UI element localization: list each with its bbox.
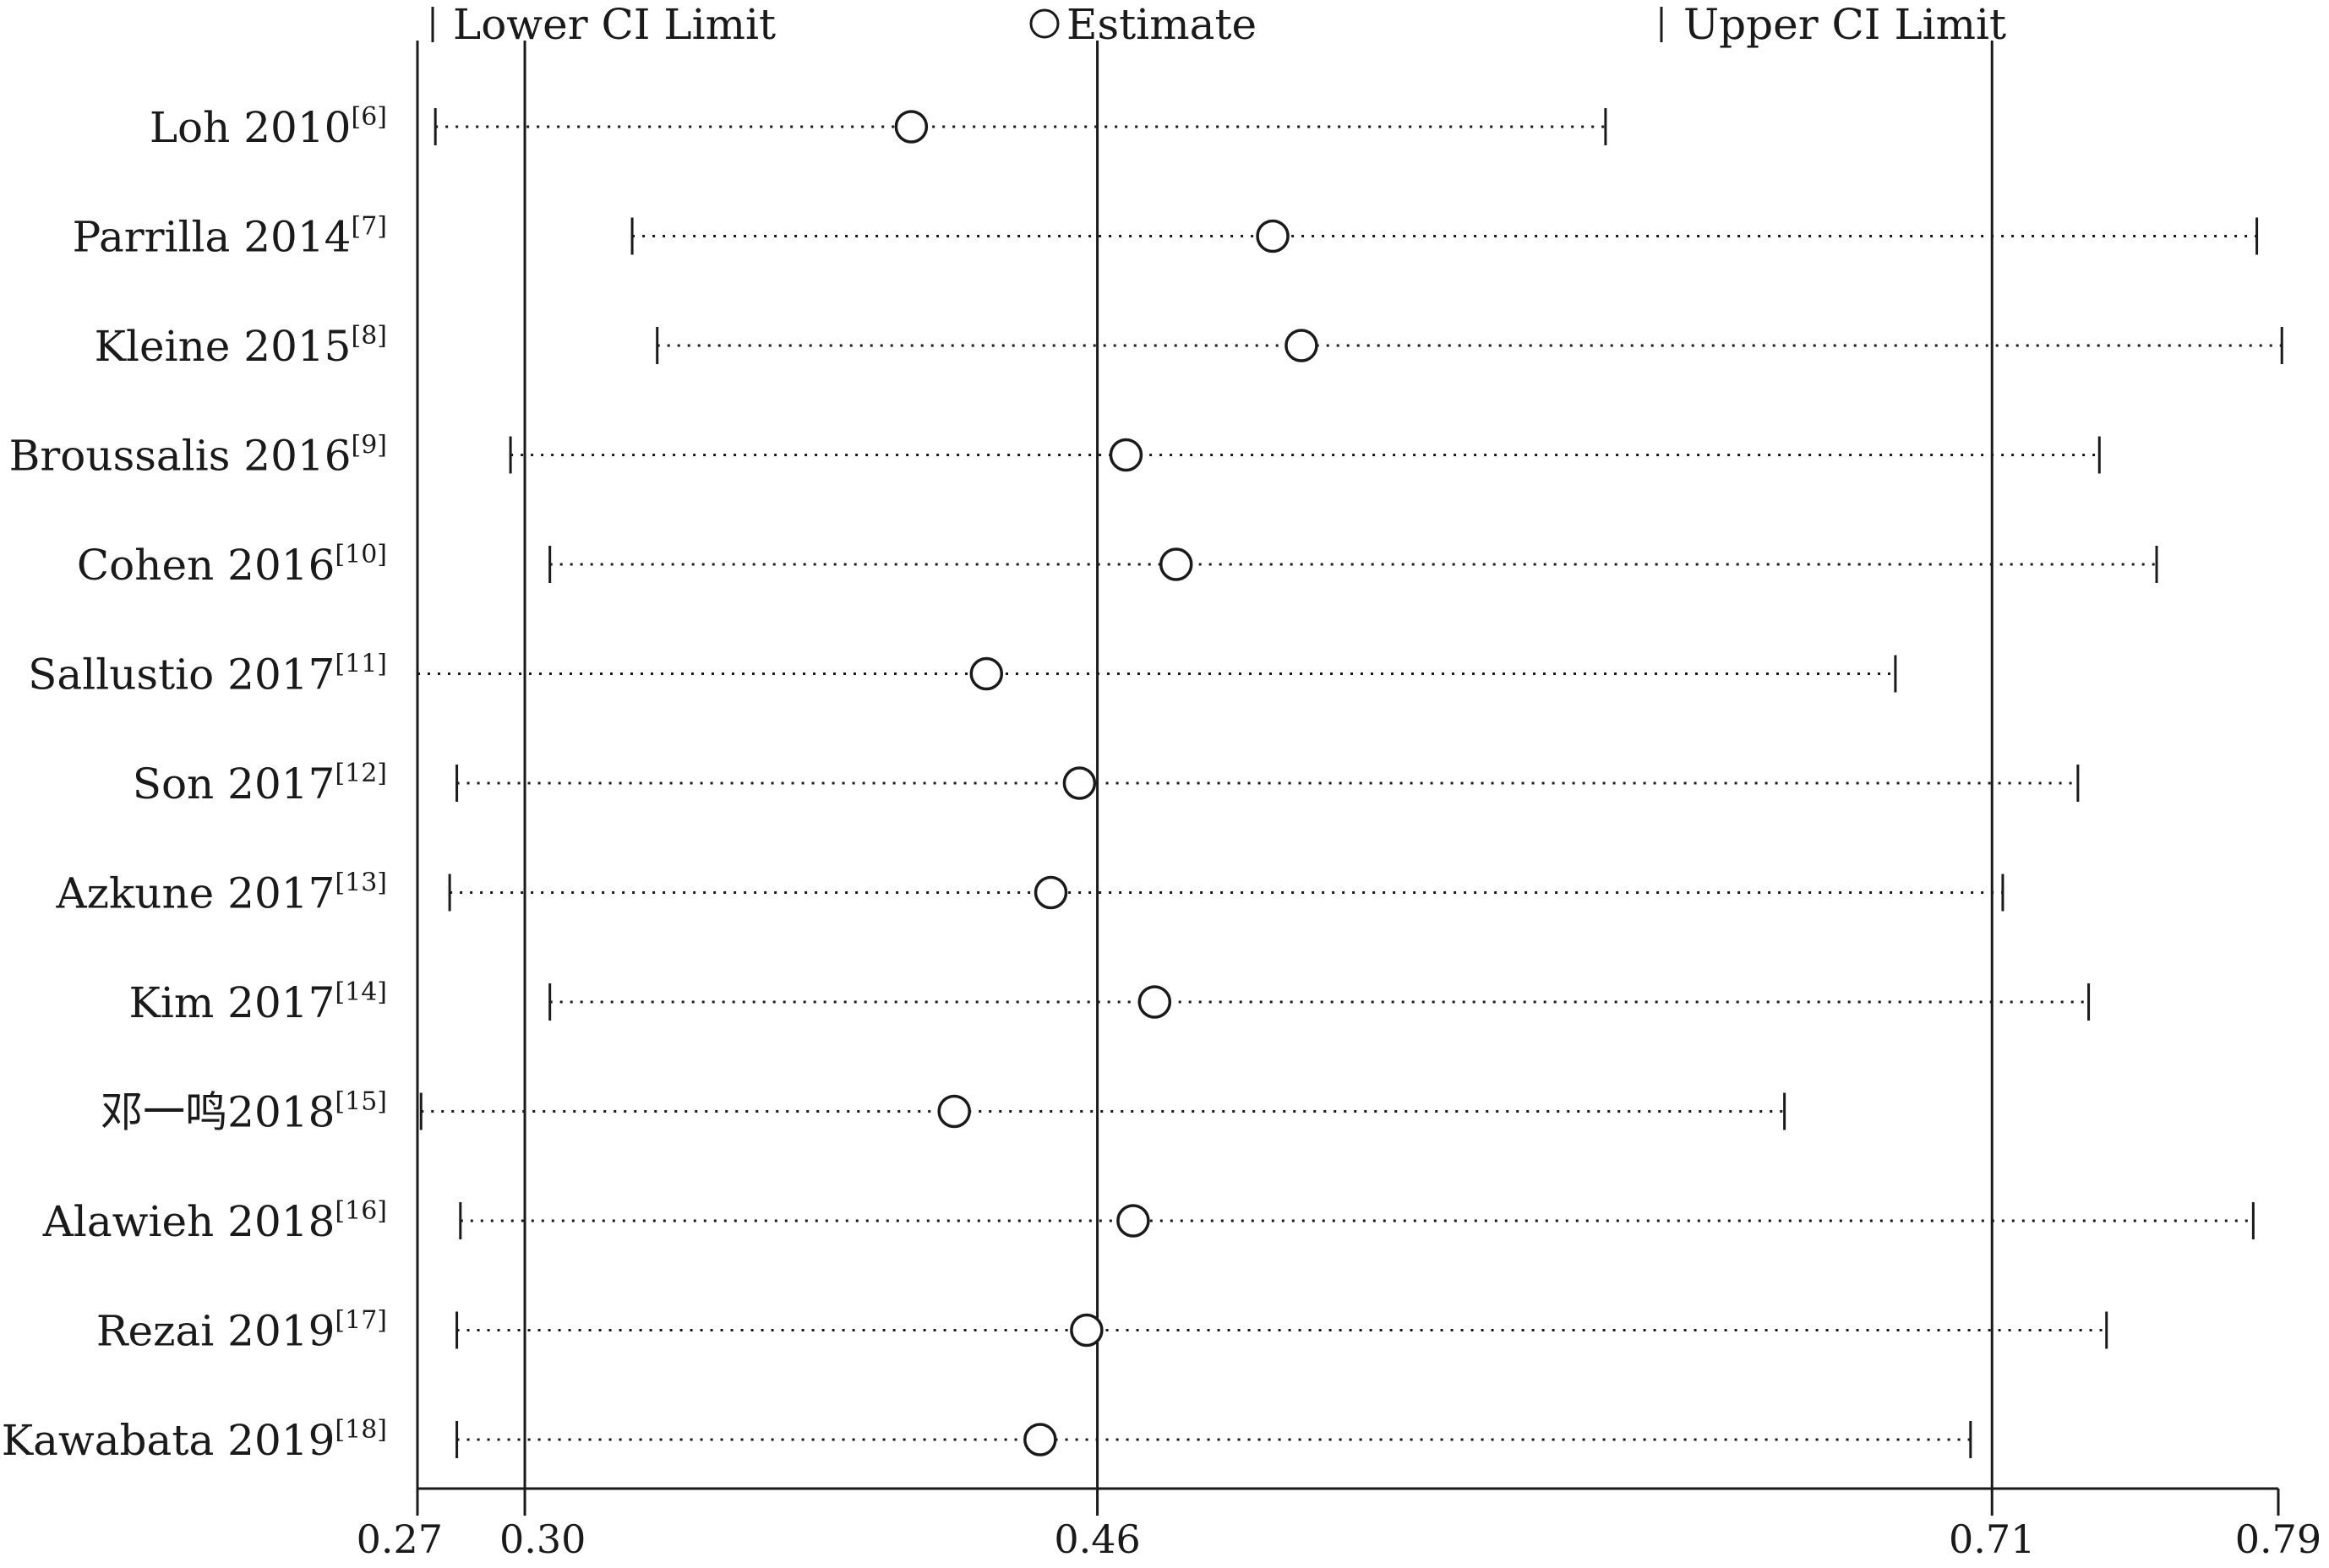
estimate-point (1284, 329, 1318, 362)
x-tick-label: 0.27 (357, 1516, 443, 1562)
study-name: Kim 2017 (129, 978, 335, 1027)
study-name: Sallustio 2017 (28, 651, 335, 700)
x-tick-label: 0.71 (1949, 1516, 2035, 1562)
estimate-point (1109, 438, 1143, 472)
study-label: Kleine 2015[8] (95, 321, 387, 371)
estimate-point (1034, 875, 1068, 910)
study-name: Kleine 2015 (95, 322, 352, 371)
study-name: Son 2017 (133, 760, 335, 808)
legend-estimate-label: Estimate (1066, 0, 1257, 49)
study-name: Alawieh 2018 (42, 1197, 335, 1246)
study-name: 邓一鸣2018 (101, 1088, 335, 1137)
study-row: 邓一鸣2018[15] (101, 1087, 1786, 1137)
study-name: Parrilla 2014 (73, 213, 352, 262)
study-label: Loh 2010[6] (150, 102, 387, 152)
study-reference: [16] (335, 1196, 387, 1226)
study-label: Sallustio 2017[11] (28, 650, 387, 700)
study-reference: [11] (335, 650, 387, 679)
study-label: Cohen 2016[10] (77, 540, 387, 590)
study-name: Broussalis 2016 (9, 432, 352, 481)
study-label: Son 2017[12] (133, 759, 387, 808)
study-reference: [17] (335, 1306, 387, 1336)
study-reference: [6] (352, 102, 388, 132)
study-label: Azkune 2017[13] (56, 868, 387, 918)
study-row: Broussalis 2016[9] (9, 431, 2101, 481)
study-row: Parrilla 2014[7] (73, 212, 2259, 262)
legend-estimate-mark (1029, 8, 1060, 39)
study-name: Loh 2010 (150, 103, 352, 152)
study-row: Kawabata 2019[18] (2, 1415, 1972, 1465)
study-row: Rezai 2019[17] (96, 1306, 2108, 1356)
study-name: Azkune 2017 (56, 869, 335, 918)
reference-lines (523, 41, 1994, 1489)
study-label: Kim 2017[14] (129, 977, 388, 1027)
study-reference: [9] (352, 431, 388, 460)
legend-lower-ci-label: Lower CI Limit (453, 0, 776, 49)
x-tick-label: 0.79 (2235, 1516, 2321, 1562)
estimate-point (1116, 1204, 1150, 1238)
legend-upper-ci-label: Upper CI Limit (1683, 0, 2006, 49)
x-tick-label: 0.46 (1054, 1516, 1140, 1562)
study-row: Azkune 2017[13] (56, 868, 2004, 918)
study-name: Kawabata 2019 (2, 1416, 335, 1465)
x-tick-label: 0.30 (499, 1516, 586, 1562)
study-row: Sallustio 2017[11] (28, 650, 1897, 700)
study-label: Parrilla 2014[7] (73, 212, 387, 262)
estimate-point (969, 656, 1004, 691)
study-row: Kleine 2015[8] (95, 321, 2283, 371)
study-label: Broussalis 2016[9] (9, 431, 387, 481)
study-reference: [18] (335, 1415, 387, 1445)
axes (416, 41, 2278, 1490)
x-axis-ticks: 0.27 0.30 0.46 0.71 0.79 (357, 1489, 2321, 1562)
estimate-point (1159, 547, 1193, 581)
study-row: Alawieh 2018[16] (42, 1196, 2255, 1246)
study-reference: [12] (335, 759, 387, 788)
study-reference: [15] (335, 1087, 387, 1117)
estimate-point (937, 1094, 971, 1129)
study-reference: [13] (335, 868, 387, 898)
study-reference: [8] (352, 321, 388, 351)
study-name: Rezai 2019 (96, 1307, 335, 1356)
estimate-point (1023, 1423, 1057, 1456)
estimate-point (1070, 1313, 1104, 1348)
study-reference: [14] (335, 977, 387, 1007)
estimate-point (1062, 766, 1097, 800)
study-row: Kim 2017[14] (129, 977, 2091, 1027)
study-reference: [7] (352, 212, 388, 242)
estimate-point (894, 110, 929, 144)
study-label: Alawieh 2018[16] (42, 1196, 387, 1246)
study-rows: Loh 2010[6] Parrilla 2014[7] Kleine 2015[8… (2, 102, 2283, 1465)
study-reference: [10] (335, 540, 387, 569)
estimate-point (1256, 219, 1290, 253)
study-label: 邓一鸣2018[15] (101, 1087, 387, 1137)
study-row: Loh 2010[6] (150, 102, 1607, 152)
legend: Lower CI Limit Estimate Upper CI Limit (431, 0, 2006, 49)
study-name: Cohen 2016 (77, 541, 335, 590)
estimate-point (1137, 985, 1172, 1019)
study-label: Rezai 2019[17] (96, 1306, 387, 1356)
study-row: Son 2017[12] (133, 759, 2080, 808)
study-label: Kawabata 2019[18] (2, 1415, 387, 1465)
study-row: Cohen 2016[10] (77, 540, 2158, 590)
